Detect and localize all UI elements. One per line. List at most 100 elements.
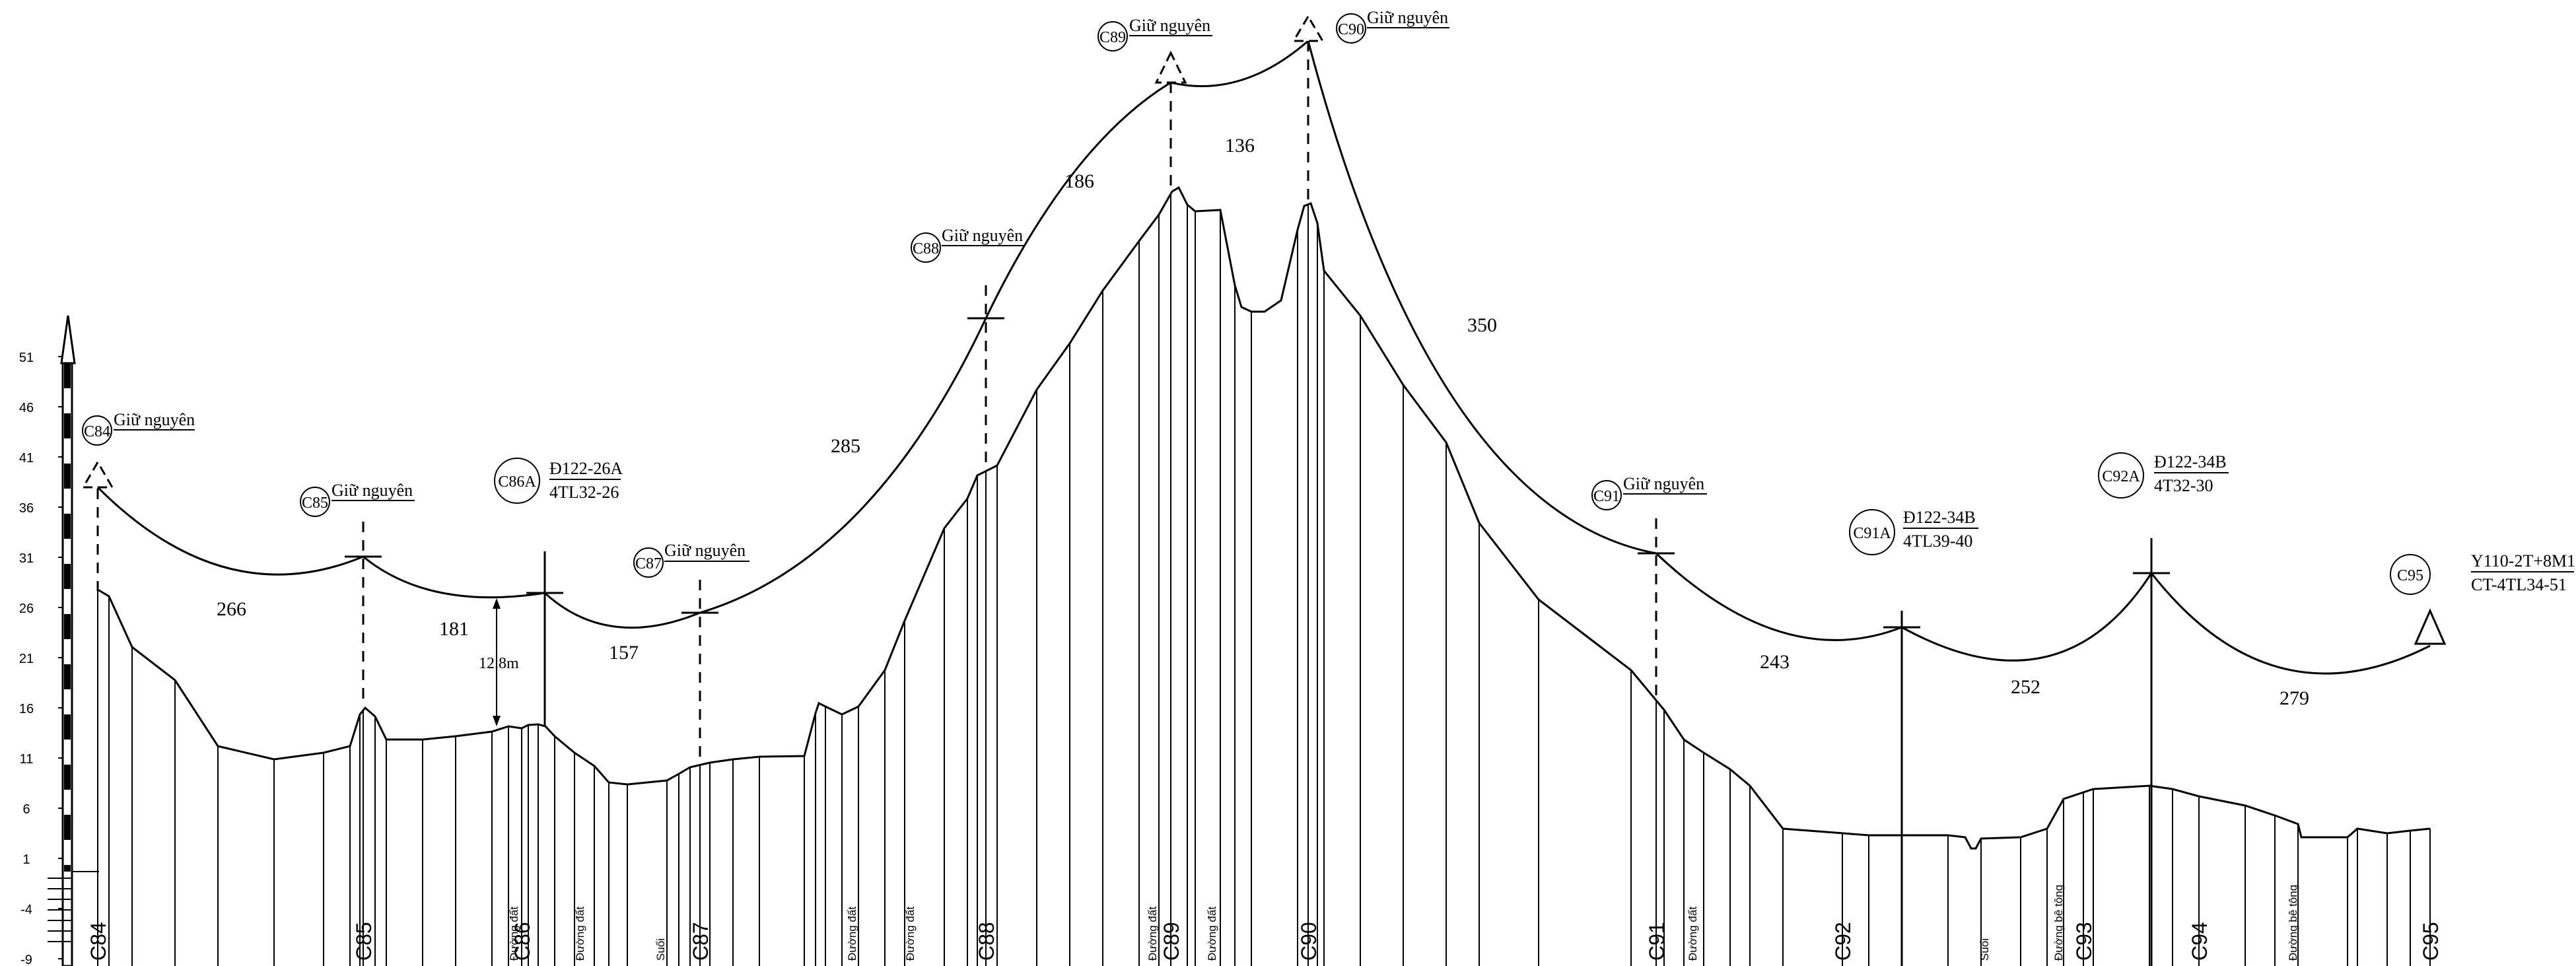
callout-circle: [1336, 13, 1366, 44]
terrain-note: Suối: [654, 938, 667, 961]
pole-note-line2: 4TL39-40: [1903, 532, 1972, 551]
span-label: 243: [1760, 651, 1790, 673]
span-label: 350: [1467, 314, 1497, 336]
pole-markers: [81, 15, 2447, 966]
callout-circle: [494, 458, 540, 504]
clearance-dimension: 12.8m: [479, 598, 519, 726]
callout-circle: [300, 487, 330, 517]
tower-c89-icon: [1154, 50, 1187, 84]
callout-circle: [1097, 21, 1128, 52]
terrain-note: Suối: [1978, 938, 1991, 961]
callout-c86a: C86A Đ122-26A 4TL32-26: [494, 458, 623, 504]
callout-circle: [911, 232, 941, 263]
conductor-curves: [96, 40, 2431, 675]
pole-note-line2: CT-4TL34-51: [2471, 575, 2567, 594]
scale-tick-label: 46: [19, 401, 34, 415]
callout-c95: C95 Y110-2T+8M1 CT-4TL34-51: [2390, 551, 2575, 595]
pole-id: C92A: [2102, 468, 2140, 485]
span-label: 157: [609, 642, 639, 664]
scale-block: [64, 765, 71, 790]
span-label: 266: [217, 598, 246, 620]
terrain-note: Đường bê tông: [2052, 885, 2065, 961]
clearance-arrow-up-icon: [493, 598, 501, 609]
span-label: 181: [439, 618, 469, 640]
scale-tick-label: 1: [22, 852, 30, 867]
conductor-span-c86a-c87: [543, 592, 701, 629]
span-label: 186: [1064, 170, 1094, 192]
tower-c90-icon: [1292, 15, 1325, 42]
terrain-note: Đường đất: [1687, 907, 1699, 961]
scale-tick-label: 11: [20, 752, 34, 767]
conductor-span-c89-c90: [1170, 40, 1309, 87]
station-label: C85: [352, 922, 376, 961]
conductor-span-c88-c89: [985, 81, 1171, 319]
scale-block: [64, 464, 71, 489]
pole-id: C86A: [498, 473, 536, 491]
span-label: 279: [2280, 687, 2309, 709]
station-label: C90: [1297, 922, 1321, 961]
callout-circle: [633, 547, 664, 578]
scale-tick-label: -4: [20, 903, 32, 917]
pole-id: C84: [84, 423, 110, 440]
callout-c85: C85 Giữ nguyên: [300, 481, 415, 517]
pole-note-line1: Giữ nguyên: [1367, 8, 1448, 27]
pole-callouts: C84 Giữ nguyên C85 Giữ nguyên C86A Đ122-…: [82, 8, 2575, 595]
station-label: C88: [975, 922, 998, 961]
callout-c92a: C92A Đ122-34B 4T32-30: [2098, 452, 2229, 499]
pole-id: C91: [1593, 488, 1620, 505]
conductor-span-c87-c88: [699, 318, 987, 614]
callout-c89: C89 Giữ nguyên: [1097, 16, 1212, 52]
station-label: C92: [1831, 922, 1855, 961]
scale-tick-label: 51: [19, 351, 34, 365]
scale-tick-label: 36: [19, 501, 34, 516]
pole-note-line1: Giữ nguyên: [114, 410, 195, 429]
pole-note-line1: Đ122-34B: [2154, 452, 2227, 471]
conductor-span-c91-c91a: [1655, 552, 1902, 641]
callout-circle: [2390, 554, 2431, 595]
pole-id: C89: [1099, 29, 1126, 46]
scale-tick-label: 16: [19, 702, 34, 716]
end-tower-c95-icon: [2414, 608, 2447, 645]
conductor-span-c90-c91: [1307, 40, 1657, 555]
pole-note-line1: Giữ nguyên: [664, 541, 746, 560]
station-label: C93: [2072, 922, 2096, 961]
scale-tick-label: 41: [19, 451, 34, 466]
pole-note-line2: 4T32-30: [2154, 476, 2213, 495]
clearance-arrow-down-icon: [493, 716, 501, 726]
terrain-note: Đường đất: [1146, 907, 1159, 961]
end-tower-c84-icon: [81, 460, 114, 489]
scale-block: [64, 564, 71, 589]
station-labels: C84 C85 C86 C87 C88 C89 C90 C91 C92 C93 C94 C95: [87, 922, 2443, 961]
scale-block: [64, 363, 71, 388]
pole-note-line1: Đ122-26A: [549, 459, 623, 478]
scale-tick-label: -9: [20, 953, 32, 966]
scale-block: [64, 664, 71, 689]
conductor-span-c85-c86a: [363, 555, 545, 599]
pole-id: C88: [913, 240, 939, 258]
span-label: 136: [1225, 135, 1255, 156]
station-label: C94: [2188, 922, 2211, 961]
scale-block: [64, 514, 71, 539]
callout-circle: [82, 415, 112, 446]
terrain-note: Đường đất: [904, 907, 917, 961]
station-label: C95: [2419, 922, 2443, 961]
terrain-note: Đường đất: [574, 907, 586, 961]
station-lines: [97, 193, 2431, 966]
terrain-note: Đường bê tông: [2287, 885, 2299, 961]
scale-tick-label: 21: [19, 652, 34, 666]
callout-circle: [1849, 509, 1895, 555]
station-label: C89: [1160, 922, 1183, 961]
pole-id: C95: [2397, 567, 2423, 584]
span-labels: 266 181 157 285 186 136 350 243 252 279: [217, 135, 2309, 709]
callout-c90: C90 Giữ nguyên: [1336, 8, 1449, 44]
scale-tick-label: 6: [22, 802, 30, 817]
clearance-label: 12.8m: [479, 655, 519, 672]
station-label: C91: [1645, 922, 1669, 961]
callout-c88: C88 Giữ nguyên: [911, 226, 1025, 263]
callout-circle: [2098, 452, 2144, 499]
callout-circle: [1591, 480, 1622, 510]
span-label: 285: [831, 435, 860, 457]
pole-id: C90: [1338, 21, 1364, 38]
